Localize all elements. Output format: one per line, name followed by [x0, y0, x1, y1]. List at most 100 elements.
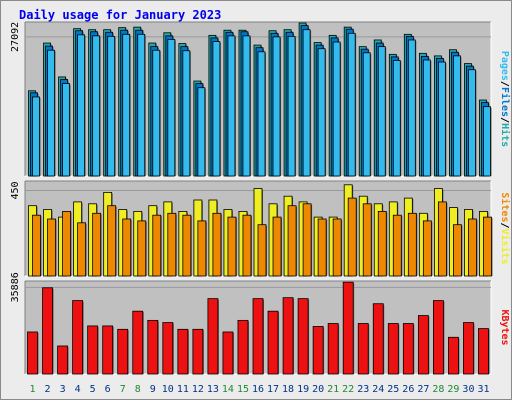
x-tick-label-day-26: 26: [402, 384, 414, 395]
bar-pages-day-5: [92, 35, 101, 177]
x-tick-label-day-23: 23: [357, 384, 369, 395]
x-tick-label-day-21: 21: [327, 384, 339, 395]
y-max-label: 35886: [10, 272, 21, 302]
legend-2: Sites/Visits: [499, 192, 511, 264]
legend-separator: /: [499, 81, 510, 87]
bar-kbytes-day-9: [147, 319, 159, 375]
x-tick-label-day-31: 31: [477, 384, 489, 395]
bar-sites-day-23: [362, 203, 372, 277]
bar-pages-day-26: [407, 39, 416, 177]
x-tick-label-day-22: 22: [342, 384, 354, 395]
x-tick-label-day-16: 16: [252, 384, 264, 395]
bar-sites-day-8: [137, 220, 147, 277]
bar-pages-day-1: [32, 96, 40, 177]
bar-sites-day-29: [453, 224, 462, 277]
bar-kbytes-day-5: [87, 325, 99, 375]
x-tick-label-day-29: 29: [447, 384, 459, 395]
x-tick-label-day-1: 1: [30, 384, 36, 395]
bar-sites-day-2: [47, 218, 56, 277]
bar-sites-day-18: [287, 205, 297, 277]
bar-kbytes-day-27: [417, 315, 429, 375]
x-tick-label-day-19: 19: [297, 384, 309, 395]
bar-sites-day-22: [347, 197, 357, 277]
legend-label-visits: Visits: [499, 229, 511, 265]
bar-pages-day-2: [47, 49, 55, 177]
bar-kbytes-day-29: [448, 336, 459, 375]
bar-kbytes-day-12: [192, 328, 204, 375]
bar-pages-day-7: [122, 33, 131, 177]
bar-sites-day-9: [152, 214, 162, 277]
bar-pages-day-21: [332, 41, 341, 177]
bar-sites-day-28: [437, 201, 447, 277]
bar-kbytes-day-11: [177, 328, 189, 375]
bar-kbytes-day-25: [387, 323, 399, 375]
bar-pages-day-4: [77, 34, 86, 177]
bar-sites-day-1: [32, 214, 41, 277]
x-tick-label-day-2: 2: [45, 384, 51, 395]
bar-kbytes-day-1: [27, 331, 38, 375]
bar-sites-day-12: [197, 220, 207, 277]
bar-sites-day-27: [422, 220, 432, 277]
legend-1: Pages/Files/Hits: [499, 51, 511, 147]
bar-kbytes-day-23: [357, 323, 369, 375]
bar-sites-day-7: [122, 218, 132, 277]
bar-kbytes-day-14: [222, 331, 234, 375]
bar-kbytes-day-3: [57, 345, 68, 375]
bar-sites-day-15: [242, 214, 252, 277]
bar-pages-day-17: [272, 36, 281, 177]
bar-pages-day-25: [392, 60, 401, 177]
x-tick-label-day-9: 9: [150, 384, 156, 395]
legend-label-hits: Hits: [499, 123, 511, 147]
bar-pages-day-6: [107, 35, 116, 177]
bar-sites-day-10: [167, 212, 177, 277]
bar-kbytes-day-7: [117, 328, 129, 375]
bar-sites-day-6: [107, 205, 117, 277]
bar-kbytes-day-31: [478, 328, 489, 375]
x-tick-label-day-13: 13: [207, 384, 219, 395]
bar-pages-day-31: [483, 106, 491, 177]
y-max-label: 27092: [10, 22, 21, 52]
bar-sites-day-30: [468, 218, 477, 277]
bar-pages-day-23: [362, 52, 371, 177]
legend-label-pages: Pages: [499, 51, 510, 81]
bar-sites-day-17: [272, 216, 282, 277]
bar-pages-day-18: [287, 35, 296, 177]
x-tick-label-day-18: 18: [282, 384, 294, 395]
bar-kbytes-day-18: [282, 297, 294, 375]
bar-sites-day-13: [212, 212, 222, 277]
bar-pages-day-8: [137, 33, 146, 177]
y-max-label: 450: [10, 181, 21, 199]
chart-title: Daily usage for January 2023: [19, 8, 221, 22]
bar-pages-day-12: [197, 87, 206, 177]
bar-kbytes-day-8: [132, 310, 144, 375]
bar-kbytes-day-30: [463, 322, 474, 375]
bar-sites-day-31: [483, 216, 492, 277]
bar-kbytes-day-15: [237, 319, 249, 375]
bar-pages-day-24: [377, 46, 386, 177]
bar-kbytes-day-13: [207, 298, 219, 375]
bar-pages-day-30: [468, 69, 476, 177]
x-tick-label-day-28: 28: [432, 384, 444, 395]
bar-kbytes-day-2: [42, 287, 53, 375]
bar-sites-day-20: [317, 218, 327, 277]
x-tick-label-day-4: 4: [75, 384, 81, 395]
bar-kbytes-day-24: [372, 303, 384, 375]
legend-3: KBytes: [499, 309, 510, 345]
x-tick-label-day-24: 24: [372, 384, 384, 395]
bar-sites-day-3: [62, 210, 71, 277]
bar-sites-day-19: [302, 203, 312, 277]
legend-separator: /: [499, 222, 510, 228]
bar-kbytes-day-22: [342, 281, 354, 375]
bar-pages-day-20: [317, 48, 326, 177]
x-tick-label-day-5: 5: [90, 384, 96, 395]
legend-separator: /: [499, 117, 510, 123]
legend-label-sites: Sites: [499, 192, 511, 222]
x-tick-label-day-8: 8: [135, 384, 141, 395]
bar-kbytes-day-26: [402, 323, 414, 375]
bar-kbytes-day-17: [267, 310, 279, 375]
legend-label-files: Files: [499, 87, 511, 117]
x-tick-label-day-6: 6: [105, 384, 111, 395]
bar-pages-day-9: [152, 49, 161, 177]
bar-pages-day-11: [182, 50, 191, 177]
